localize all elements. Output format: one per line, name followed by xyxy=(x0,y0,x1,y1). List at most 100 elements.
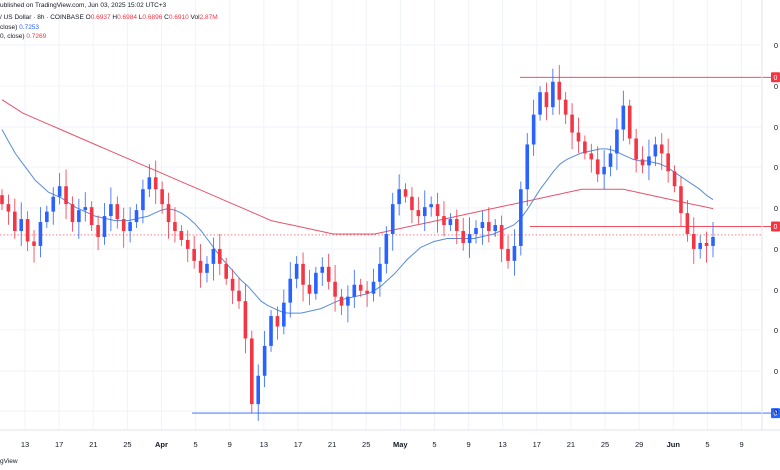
time-tick-label: 5 xyxy=(432,440,436,449)
candle-body xyxy=(435,204,440,217)
candle-body xyxy=(6,204,11,212)
candle-body xyxy=(77,210,81,223)
candle-body xyxy=(121,219,126,232)
candle-body xyxy=(563,99,568,115)
price-tick-label: 0 xyxy=(774,41,778,50)
candle-body xyxy=(429,204,433,208)
candle-body xyxy=(160,189,164,205)
time-tick-label: 29 xyxy=(635,440,643,449)
candle-body xyxy=(647,156,651,166)
candle-body xyxy=(301,263,305,285)
candle-body xyxy=(608,153,613,167)
candle-body xyxy=(294,263,299,279)
resistance-level-tag-text: 0 xyxy=(774,75,778,82)
candle-body xyxy=(365,290,369,294)
candle-body xyxy=(467,234,472,243)
candle-body xyxy=(51,196,56,212)
candle-body xyxy=(557,81,562,100)
ohlc-close-label: C xyxy=(164,14,169,21)
ma-fast-line xyxy=(1,129,714,314)
candle-body xyxy=(211,248,216,264)
time-tick-label: 5 xyxy=(705,440,709,449)
price-tick-label: 0 xyxy=(774,82,778,91)
candle-body xyxy=(45,211,49,223)
candle-body xyxy=(96,225,100,237)
time-tick-label: 21 xyxy=(567,440,575,449)
time-axis[interactable]: 13 17 21 25 Apr 5 9 13 17 21 25 May 5 9 13 17 21 25 29 Jun 5… xyxy=(21,440,744,449)
candle-body xyxy=(269,316,273,346)
candle-body xyxy=(659,144,664,154)
candle-body xyxy=(141,189,145,211)
candle-body xyxy=(397,189,401,205)
candle-body xyxy=(506,248,510,261)
candle-body xyxy=(448,219,453,226)
candle-body xyxy=(531,114,536,145)
candle-body xyxy=(551,81,555,108)
time-tick-label: Apr xyxy=(155,440,168,449)
candle-body xyxy=(390,204,395,234)
published-text: ublished on TradingView.com, Jun 03, 202… xyxy=(0,2,167,9)
candle-body xyxy=(224,263,228,279)
candle-body xyxy=(282,302,286,327)
candle-body xyxy=(134,210,139,223)
candle-body xyxy=(666,153,670,172)
ma1-legend[interactable]: close) 0.7253 xyxy=(0,24,39,32)
candle-body xyxy=(576,132,581,142)
candle-body xyxy=(583,141,587,154)
candle-body xyxy=(333,281,337,297)
time-tick-label: 25 xyxy=(123,440,131,449)
candle-body xyxy=(13,211,17,232)
candle-body xyxy=(205,263,209,273)
time-tick-label: Jun xyxy=(667,440,681,449)
candle-body xyxy=(153,177,158,190)
candle-body xyxy=(262,345,267,376)
candle-body xyxy=(442,216,446,226)
candle-body xyxy=(198,260,203,273)
horizontal-levels[interactable]: 000 xyxy=(0,72,780,419)
ohlc-high-label: H xyxy=(112,14,118,21)
price-tick-label: 0 xyxy=(774,367,778,376)
candle-body xyxy=(64,186,68,205)
candle-body xyxy=(346,296,350,306)
moving-average-lines xyxy=(1,99,714,314)
candlestick-series xyxy=(0,65,715,421)
candle-body xyxy=(499,225,504,249)
chart-grid xyxy=(0,0,762,430)
candle-body xyxy=(109,204,113,217)
time-tick-label: 9 xyxy=(466,440,470,449)
ma2-label: 0, close) xyxy=(0,33,25,40)
candle-body xyxy=(185,239,190,249)
ma2-legend[interactable]: 0, close) 0.7269 xyxy=(0,33,46,41)
symbol-text: / US Dollar · 8h · COINBASE xyxy=(0,14,84,21)
candle-body xyxy=(461,231,465,243)
price-tick-label: 0 xyxy=(774,245,778,254)
candle-body xyxy=(0,195,4,205)
symbol-legend[interactable]: / US Dollar · 8h · COINBASE O0.6937 H0.6… xyxy=(0,14,218,22)
time-tick-label: 13 xyxy=(499,440,507,449)
candle-body xyxy=(19,219,24,232)
candle-body xyxy=(416,210,421,217)
candle-body xyxy=(570,114,574,133)
candle-body xyxy=(147,177,152,190)
candle-body xyxy=(711,236,715,246)
candle-body xyxy=(691,234,696,249)
candle-body xyxy=(474,228,478,234)
candle-body xyxy=(307,284,312,294)
candle-body xyxy=(25,219,30,242)
candle-body xyxy=(672,171,677,187)
candle-body xyxy=(326,266,331,282)
ma2-value: 0.7269 xyxy=(26,33,47,40)
candle-body xyxy=(544,92,549,108)
time-tick-label: 13 xyxy=(21,440,29,449)
candle-body xyxy=(621,105,626,130)
candle-body xyxy=(57,186,62,197)
ohlc-low: 0.6896 xyxy=(142,14,163,21)
candle-body xyxy=(685,213,690,234)
candle-body xyxy=(653,144,658,157)
candle-body xyxy=(320,266,325,273)
time-tick-label: May xyxy=(393,440,408,449)
candle-body xyxy=(640,159,645,166)
candle-body xyxy=(83,207,88,211)
